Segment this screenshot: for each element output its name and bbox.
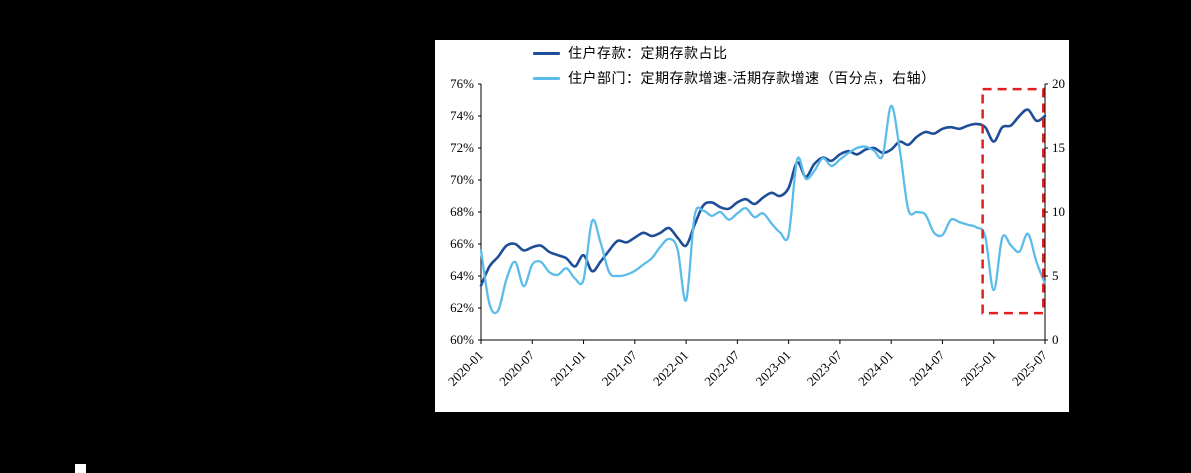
svg-text:70%: 70% — [450, 172, 474, 187]
legend-item-time-deposit-ratio: 住户存款：定期存款占比 — [533, 43, 936, 63]
x-axis-labels: 2020-01 2020-07 2021-01 2021-07 2022-01 2022-… — [445, 340, 1051, 389]
dual-axis-line-chart: 60% 62% 64% 66% 68% 70% 72% 74% 76% 0 5 10 15 20 2020-… — [445, 76, 1065, 389]
svg-text:74%: 74% — [450, 108, 474, 123]
svg-text:2021-07: 2021-07 — [599, 347, 641, 389]
legend-label-time-deposit-ratio: 住户存款：定期存款占比 — [568, 47, 728, 62]
svg-text:10: 10 — [1052, 204, 1065, 219]
svg-text:60%: 60% — [450, 332, 474, 347]
svg-text:2022-07: 2022-07 — [701, 347, 743, 389]
svg-text:66%: 66% — [450, 236, 474, 251]
legend-line-sample-dark-blue — [533, 51, 560, 55]
svg-text:64%: 64% — [450, 268, 474, 283]
svg-text:5: 5 — [1052, 268, 1059, 283]
corner-artifact — [75, 464, 86, 473]
highlight-box — [981, 87, 1045, 315]
legend-label-growth-gap: 住户部门：定期存款增速-活期存款增速（百分点，右轴） — [568, 72, 936, 87]
svg-text:20: 20 — [1052, 76, 1065, 91]
svg-text:15: 15 — [1052, 140, 1065, 155]
svg-text:2022-01: 2022-01 — [650, 348, 691, 389]
svg-text:2023-07: 2023-07 — [804, 347, 846, 389]
svg-text:0: 0 — [1052, 332, 1059, 347]
svg-text:76%: 76% — [450, 76, 474, 91]
left-axis-labels: 60% 62% 64% 66% 68% 70% 72% 74% 76% — [450, 76, 481, 347]
svg-text:2025-07: 2025-07 — [1009, 347, 1051, 389]
chart-legend: 住户存款：定期存款占比 住户部门：定期存款增速-活期存款增速（百分点，右轴） — [533, 43, 936, 88]
series-line-0 — [479, 108, 1047, 287]
svg-text:2024-01: 2024-01 — [855, 348, 896, 389]
svg-text:68%: 68% — [450, 204, 474, 219]
chart-panel: 住户存款：定期存款占比 住户部门：定期存款增速-活期存款增速（百分点，右轴） 6… — [435, 40, 1069, 412]
svg-text:72%: 72% — [450, 140, 474, 155]
svg-text:2025-01: 2025-01 — [958, 348, 999, 389]
axes — [480, 84, 1046, 341]
legend-item-growth-gap: 住户部门：定期存款增速-活期存款增速（百分点，右轴） — [533, 68, 936, 88]
svg-text:2020-01: 2020-01 — [445, 348, 486, 389]
svg-text:62%: 62% — [450, 300, 474, 315]
svg-text:2020-07: 2020-07 — [496, 347, 538, 389]
legend-line-sample-light-blue — [533, 76, 560, 80]
svg-text:2023-01: 2023-01 — [753, 348, 794, 389]
series-line-1 — [479, 104, 1047, 315]
svg-text:2021-01: 2021-01 — [547, 348, 588, 389]
right-axis-labels: 0 5 10 15 20 — [1045, 76, 1065, 347]
svg-text:2024-07: 2024-07 — [906, 347, 948, 389]
